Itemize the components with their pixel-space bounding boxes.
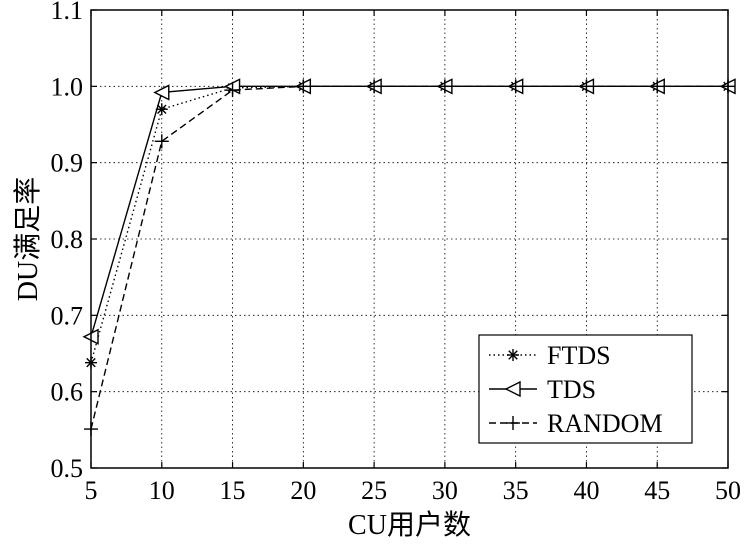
legend-item-random: RANDOM [489, 409, 663, 438]
data-point-tds [153, 84, 170, 101]
asterisk-stroke [157, 104, 167, 114]
data-point-ftds [155, 103, 168, 116]
y-tick-label: 0.8 [51, 225, 84, 254]
plus-marker [506, 416, 520, 430]
legend: FTDS TDS RANDOM [478, 334, 693, 444]
x-axis-title: CU用户数 [348, 509, 471, 540]
x-tick-label: 15 [220, 476, 246, 505]
data-point-random [296, 79, 311, 94]
tick-labels: 5 10 15 20 25 30 35 40 45 50 0.5 0.6 0.7 0.8 0.9 1.0 1.1 [51, 0, 742, 505]
y-tick-label: 0.7 [51, 301, 84, 330]
asterisk-stroke [508, 350, 518, 360]
data-point-random [437, 79, 452, 94]
legend-label-ftds: FTDS [547, 341, 611, 370]
x-tick-label: 30 [432, 476, 458, 505]
x-tick-label: 5 [85, 476, 98, 505]
asterisk-marker [507, 349, 519, 361]
x-tick-label: 45 [644, 476, 670, 505]
axis-ticks [90, 9, 729, 469]
legend-label-random: RANDOM [547, 409, 663, 438]
data-point-random [154, 134, 169, 149]
y-tick-label: 0.6 [51, 378, 84, 407]
x-tick-label: 35 [503, 476, 529, 505]
y-tick-label: 1.1 [51, 0, 84, 25]
data-point-random [225, 83, 240, 98]
x-tick-label: 10 [149, 476, 175, 505]
legend-items: FTDS TDS RANDOM [489, 341, 663, 438]
triangle-left-marker [504, 380, 521, 398]
series-line-random [90, 85, 728, 430]
data-point-random [579, 79, 594, 94]
y-tick-label: 1.0 [51, 72, 84, 101]
x-tick-label: 20 [290, 476, 316, 505]
data-point-random [367, 79, 382, 94]
data-point-random [650, 79, 665, 94]
x-tick-label: 40 [573, 476, 599, 505]
y-axis-title: DU满足率 [12, 177, 44, 301]
legend-label-tds: TDS [547, 375, 596, 404]
legend-item-tds: TDS [489, 375, 596, 404]
legend-item-ftds: FTDS [489, 341, 611, 370]
x-tick-label: 25 [361, 476, 387, 505]
series-random [84, 79, 735, 437]
data-point-random [508, 79, 523, 94]
x-tick-label: 50 [715, 476, 741, 505]
y-tick-label: 0.9 [51, 149, 84, 178]
y-tick-label: 0.5 [51, 454, 84, 483]
